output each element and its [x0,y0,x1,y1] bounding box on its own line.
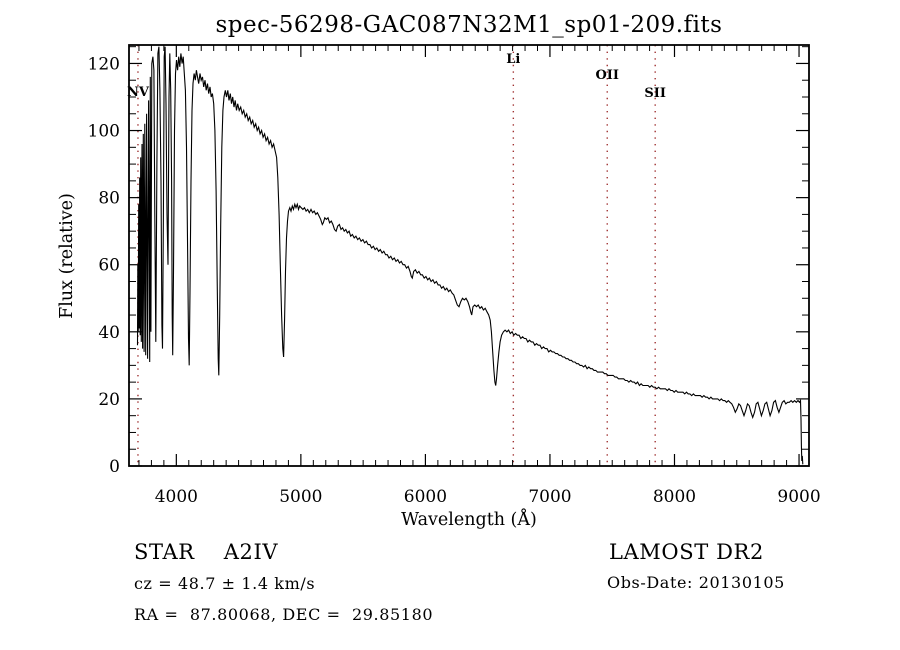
axis-tick-labels: 4000 5000 6000 7000 8000 9000 0 20 40 60 80 100 120 [88,54,821,507]
ra-dec-text: RA = 87.80068, DEC = 29.85180 [134,605,434,624]
y-axis-label: Flux (relative) [57,193,77,319]
y-tick-label: 120 [88,54,120,74]
spectral-line-markers: NV Li OII SII [127,45,666,466]
x-tick-label: 9000 [777,487,820,507]
marker-label: Li [506,52,520,67]
x-tick-label: 6000 [404,487,447,507]
line-marker-li: Li [506,45,520,466]
plot-frame [128,44,810,467]
y-tick-label: 0 [109,457,120,477]
plot-title: spec-56298-GAC087N32M1_sp01-209.fits [216,12,723,38]
marker-label: SII [644,86,666,101]
marker-label: OII [595,68,619,83]
survey-release-text: LAMOST DR2 [609,540,764,564]
line-marker-oii: OII [595,45,619,466]
spectrum-trace [136,46,804,465]
x-axis-label: Wavelength (Å) [401,509,537,530]
x-tick-label: 5000 [279,487,322,507]
y-tick-label: 20 [98,390,120,410]
y-tick-label: 40 [98,323,120,343]
y-tick-label: 60 [98,256,120,276]
object-class-text: STAR A2IV [134,540,279,564]
radial-velocity-text: cz = 48.7 ± 1.4 km/s [134,574,316,593]
line-marker-sii: SII [644,45,666,466]
marker-label: NV [127,85,150,100]
x-tick-label: 8000 [653,487,696,507]
x-tick-label: 7000 [528,487,571,507]
spectrum-trace-layer [136,46,804,465]
y-tick-label: 80 [98,189,120,209]
axes: 4000 5000 6000 7000 8000 9000 0 20 40 60 80 100 120 [88,44,821,507]
line-marker-nv: NV [127,45,150,466]
axis-ticks [129,45,809,467]
obs-date-text: Obs-Date: 20130105 [607,573,785,592]
x-tick-label: 4000 [155,487,198,507]
y-tick-label: 100 [88,122,120,142]
